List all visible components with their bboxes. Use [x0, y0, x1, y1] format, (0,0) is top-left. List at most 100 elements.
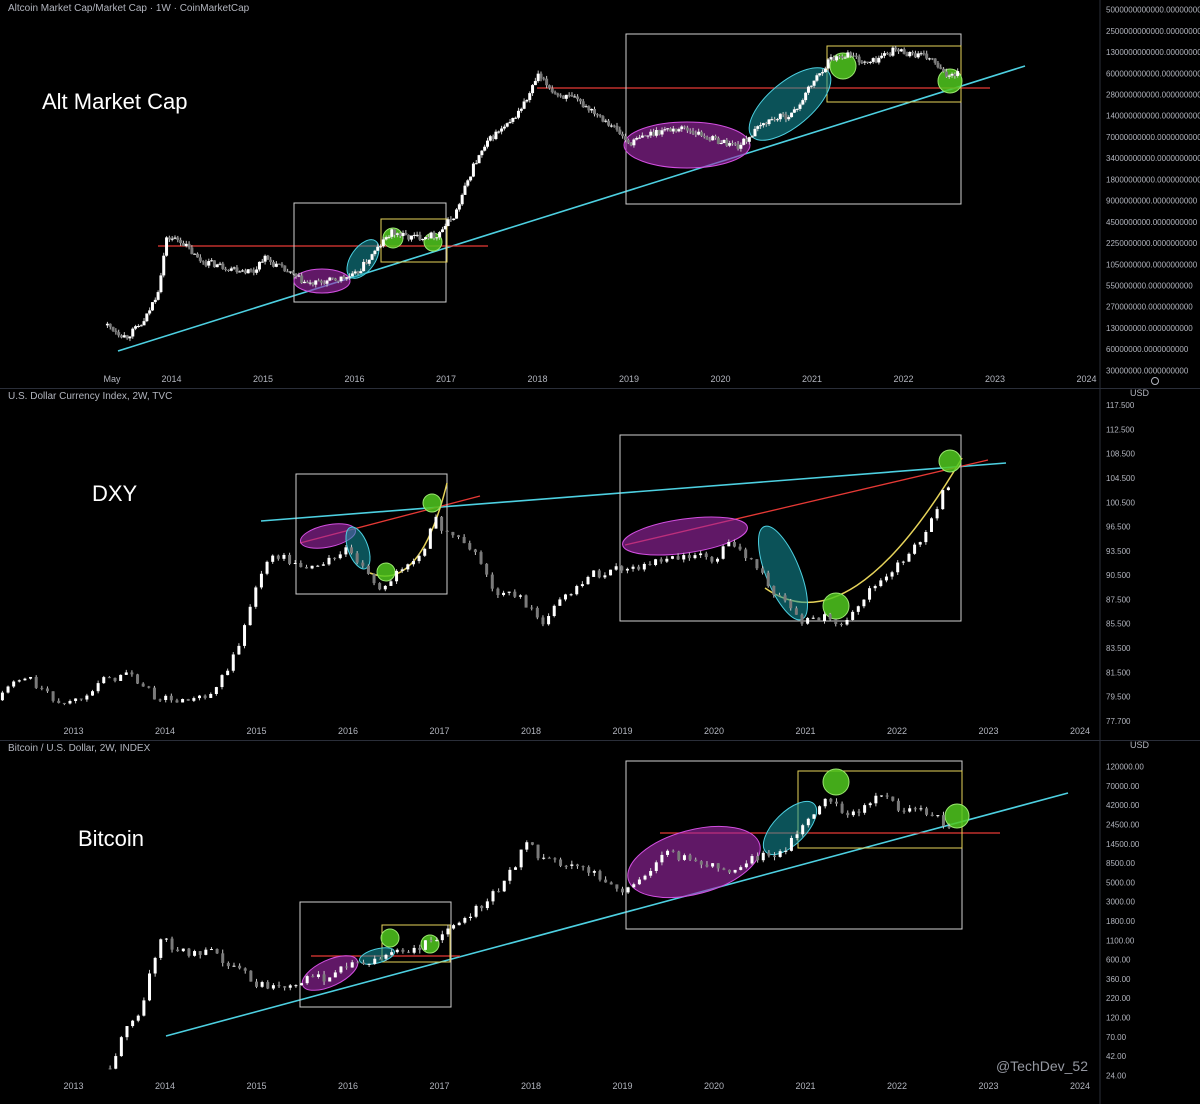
candle-body	[277, 985, 281, 987]
candle-body	[308, 282, 312, 284]
candle-body	[843, 57, 847, 59]
candle-body	[494, 131, 498, 140]
candle-body	[856, 606, 860, 612]
candle-body	[564, 94, 568, 99]
x-tick-label: 2015	[246, 726, 266, 736]
chart-title: Bitcoin	[78, 826, 145, 851]
candle-body	[764, 123, 768, 125]
candle-body	[136, 325, 140, 327]
candle-body	[221, 263, 225, 269]
candle-body	[929, 518, 933, 532]
candle-body	[618, 129, 622, 135]
candle-body	[319, 280, 323, 283]
candle-body	[249, 970, 253, 982]
candle-body	[874, 795, 878, 804]
candle-body	[919, 808, 923, 810]
candle-body	[761, 123, 765, 126]
candle-body	[753, 128, 757, 137]
trend-line	[117, 65, 1026, 352]
dxy-chart[interactable]: 117.500 112.500 108.500 104.500 100.500 96.50…	[0, 388, 1200, 740]
candle-body	[395, 949, 399, 953]
candle-body	[125, 1026, 129, 1038]
candle-body	[936, 815, 940, 817]
candle-body	[367, 963, 371, 965]
y-tick-label: 34000000000.0000000000	[1106, 154, 1200, 163]
candle-body	[201, 261, 205, 263]
alt-market-cap-chart[interactable]: 5000000000000.0000000000 2500000000000.00…	[0, 0, 1200, 388]
candle-body	[609, 569, 613, 576]
candle-body	[806, 86, 810, 93]
candle-body	[809, 85, 813, 87]
x-tick-label: 2019	[619, 374, 639, 384]
candle-body	[761, 852, 765, 861]
range-box	[619, 434, 962, 622]
candle-body	[271, 555, 275, 562]
candle-body	[682, 855, 686, 860]
annotations	[165, 760, 1069, 1037]
candle-body	[550, 88, 554, 93]
candle-body	[229, 268, 233, 271]
chart-title: DXY	[92, 481, 138, 506]
candle-body	[863, 805, 867, 813]
price-axis: 117.500 112.500 108.500 104.500 100.500 96.50…	[1106, 401, 1135, 726]
candle-body	[654, 862, 658, 871]
highlight-ellipse	[301, 955, 359, 991]
candle-body	[513, 591, 517, 597]
candle-body	[789, 837, 793, 851]
candle-body	[471, 163, 475, 177]
x-tick-label: 2023	[985, 374, 1005, 384]
candle-body	[823, 68, 827, 73]
candle-body	[612, 125, 616, 127]
candle-body	[226, 269, 230, 271]
x-tick-label: 2017	[429, 1081, 449, 1091]
candle-body	[899, 49, 903, 52]
candle-body	[756, 856, 760, 861]
candle-body	[556, 93, 560, 96]
candle-body	[778, 113, 782, 120]
candle-body	[901, 561, 905, 563]
candle-body	[547, 857, 551, 859]
candle-body	[491, 891, 495, 902]
bitcoin-chart[interactable]: 120000.00 70000.00 42000.00 24500.00 14500.0…	[0, 740, 1200, 1104]
candle-body	[455, 209, 459, 219]
candle-body	[280, 264, 284, 266]
y-tick-label: 5000000000000.0000000000	[1106, 6, 1200, 15]
x-tick-label: 2016	[344, 374, 364, 384]
dxy-panel: U.S. Dollar Currency Index, 2W, TVC DXY …	[0, 388, 1200, 740]
candle-body	[196, 253, 200, 258]
x-tick-label: 2013	[63, 1081, 83, 1091]
candle-body	[759, 125, 763, 127]
candle-body	[705, 864, 709, 867]
candle-body	[913, 808, 917, 810]
candle-body	[85, 695, 89, 700]
candle-body	[660, 130, 664, 135]
candle-body	[303, 281, 307, 284]
candle-body	[818, 806, 822, 815]
y-tick-label: 70000000000.0000000000	[1106, 133, 1200, 142]
candle-body	[592, 108, 596, 115]
candle-body	[446, 219, 450, 227]
candle-body	[792, 109, 796, 113]
candle-body	[663, 129, 667, 131]
candle-body	[559, 95, 563, 97]
candle-body	[933, 58, 937, 63]
candle-body	[286, 271, 290, 273]
candle-body	[685, 127, 689, 131]
candle-body	[944, 71, 948, 77]
candle-body	[438, 232, 442, 238]
candle-body	[331, 277, 335, 279]
candle-body	[902, 810, 906, 812]
candle-body	[0, 692, 4, 701]
trend-line	[260, 462, 1007, 522]
candle-body	[474, 905, 478, 917]
candle-body	[811, 617, 815, 619]
candle-body	[659, 559, 663, 562]
candle-body	[338, 554, 342, 559]
settings-icon[interactable]	[1151, 377, 1159, 385]
candle-body	[350, 547, 354, 554]
candle-body	[6, 686, 10, 693]
candle-body	[604, 120, 608, 122]
candle-body	[874, 58, 878, 63]
candle-body	[702, 135, 706, 138]
candle-body	[936, 62, 940, 68]
